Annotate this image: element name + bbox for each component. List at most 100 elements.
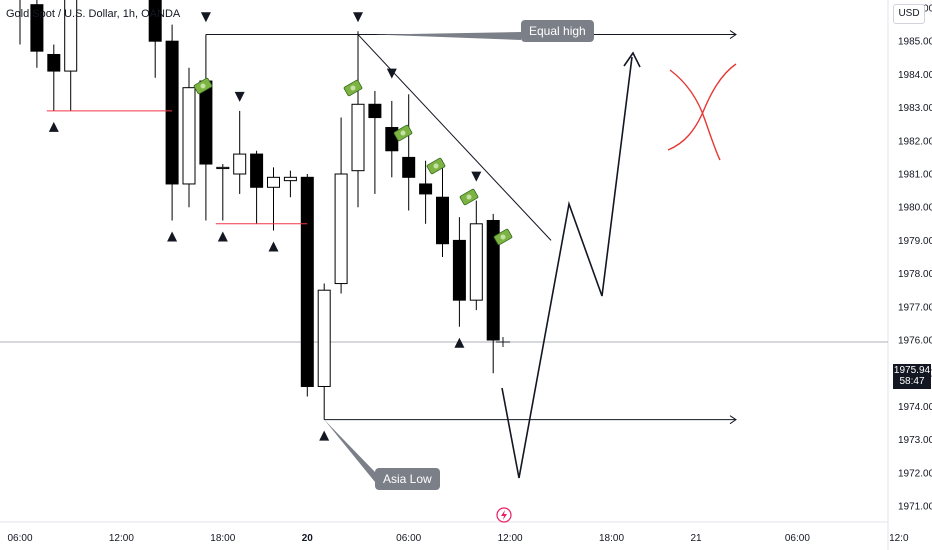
price-tick-label: 1982.00 xyxy=(898,136,932,147)
time-tick-label: 21 xyxy=(690,533,702,544)
bullish-candle xyxy=(216,164,230,221)
equal-high-level-arrowhead xyxy=(729,30,737,39)
red-cross-stroke-2 xyxy=(667,63,737,151)
money-icon xyxy=(393,124,413,142)
candle-body xyxy=(165,40,179,185)
lightning-icon xyxy=(496,507,512,523)
price-tick-label: 1979.00 xyxy=(898,236,932,247)
bearish-candle xyxy=(250,150,264,224)
time-tick-label: 18:00 xyxy=(599,533,624,544)
bearish-candle xyxy=(300,174,314,397)
candle-body xyxy=(30,4,44,52)
price-tick-label: 1978.00 xyxy=(898,269,932,280)
bar-countdown: 58:47 xyxy=(899,376,925,387)
swing-low-marker-icon xyxy=(217,231,228,242)
price-tick-label: 1977.00 xyxy=(898,302,932,313)
candle-body xyxy=(402,156,416,178)
bearish-candle xyxy=(368,91,382,194)
candle-body xyxy=(199,80,213,165)
bullish-candle xyxy=(64,0,78,111)
projected-path xyxy=(501,56,633,479)
bearish-candle xyxy=(486,213,500,374)
price-tick-label: 1985.00 xyxy=(898,37,932,48)
time-tick-label: 06:00 xyxy=(785,533,810,544)
money-icon xyxy=(343,79,363,97)
projected-path-arrowhead xyxy=(623,51,641,68)
candle-body xyxy=(436,196,449,245)
bullish-candle xyxy=(283,170,297,198)
current-price-value: 1975.94 xyxy=(893,365,931,376)
time-tick-label: 20 xyxy=(302,533,314,544)
price-axis[interactable]: 1971.001972.001973.001974.001975.001976.… xyxy=(898,4,932,513)
price-tick-label: 1973.00 xyxy=(898,435,932,446)
bearish-candle xyxy=(402,94,416,211)
asia-low-leader xyxy=(324,419,375,482)
bullish-candle xyxy=(317,283,331,420)
candle-body xyxy=(334,173,348,285)
candle-body xyxy=(47,53,61,72)
money-bill-center xyxy=(466,194,472,200)
candle-body xyxy=(216,166,230,170)
bearish-candle xyxy=(19,0,21,45)
candle-body xyxy=(317,289,331,387)
money-bill-center xyxy=(350,85,356,91)
price-tick-label: 1980.00 xyxy=(898,203,932,214)
lightning-ring xyxy=(496,507,512,523)
swing-high-marker-icon xyxy=(386,68,397,79)
bearish-candle xyxy=(436,160,449,257)
bullish-candle xyxy=(267,167,280,231)
candle-body xyxy=(469,223,483,301)
red-cross-stroke-1 xyxy=(669,69,721,161)
price-tick-label: 1984.00 xyxy=(898,70,932,81)
bearish-candle xyxy=(419,160,433,224)
swing-high-marker-icon xyxy=(234,91,245,102)
swing-high-marker-icon xyxy=(200,12,211,23)
equal-high-callout[interactable]: Equal high xyxy=(521,20,594,42)
swing-high-marker-icon xyxy=(471,171,482,182)
asia-low-level-arrowhead xyxy=(729,415,737,425)
price-tick-label: 1983.00 xyxy=(898,103,932,114)
bearish-candle xyxy=(148,0,162,78)
money-icon xyxy=(493,228,513,246)
candle-body xyxy=(182,87,196,185)
swing-low-marker-icon xyxy=(48,121,59,132)
bearish-candle xyxy=(452,217,466,327)
chart-title: Gold Spot / U.S. Dollar, 1h, OANDA xyxy=(6,8,181,20)
swing-low-marker-icon xyxy=(268,241,279,252)
candle-body xyxy=(452,239,466,301)
money-bill-center xyxy=(200,83,206,89)
candle-body xyxy=(283,176,297,182)
time-tick-label: 06:00 xyxy=(396,533,421,544)
swing-high-marker-icon xyxy=(353,12,363,23)
time-tick-label: 06:00 xyxy=(7,533,32,544)
candle-body xyxy=(368,103,382,119)
asia-low-callout[interactable]: Asia Low xyxy=(375,468,440,490)
candle-body xyxy=(419,183,433,195)
candle-body xyxy=(267,176,280,188)
time-tick-label: 12:00 xyxy=(109,533,134,544)
swing-low-marker-icon xyxy=(167,231,178,242)
swing-low-marker-icon xyxy=(454,337,465,348)
money-icon xyxy=(426,157,446,175)
currency-button[interactable]: USD xyxy=(893,4,925,24)
candle-body xyxy=(250,153,264,188)
money-bill-center xyxy=(400,130,406,136)
price-tick-label: 1972.00 xyxy=(898,468,932,479)
price-grid xyxy=(0,0,889,550)
drawings xyxy=(46,12,737,482)
bullish-candle xyxy=(233,110,247,194)
bearish-candle xyxy=(165,24,179,221)
bullish-candle xyxy=(182,67,196,208)
candle-body xyxy=(64,0,78,72)
bearish-candle xyxy=(385,100,399,178)
bearish-candle xyxy=(47,44,61,111)
bearish-candle xyxy=(199,34,213,221)
candles xyxy=(19,0,500,420)
time-axis[interactable]: 06:00 12:00 18:00 20 06:00 12:00 18:00 21 06:00 1… xyxy=(7,507,909,544)
price-tick-label: 1981.00 xyxy=(898,170,932,181)
current-price-tag: 1975.94 58:47 xyxy=(893,364,931,389)
money-bill-center xyxy=(433,163,439,169)
price-tick-label: 1971.00 xyxy=(898,502,932,513)
candle-body xyxy=(148,0,162,42)
